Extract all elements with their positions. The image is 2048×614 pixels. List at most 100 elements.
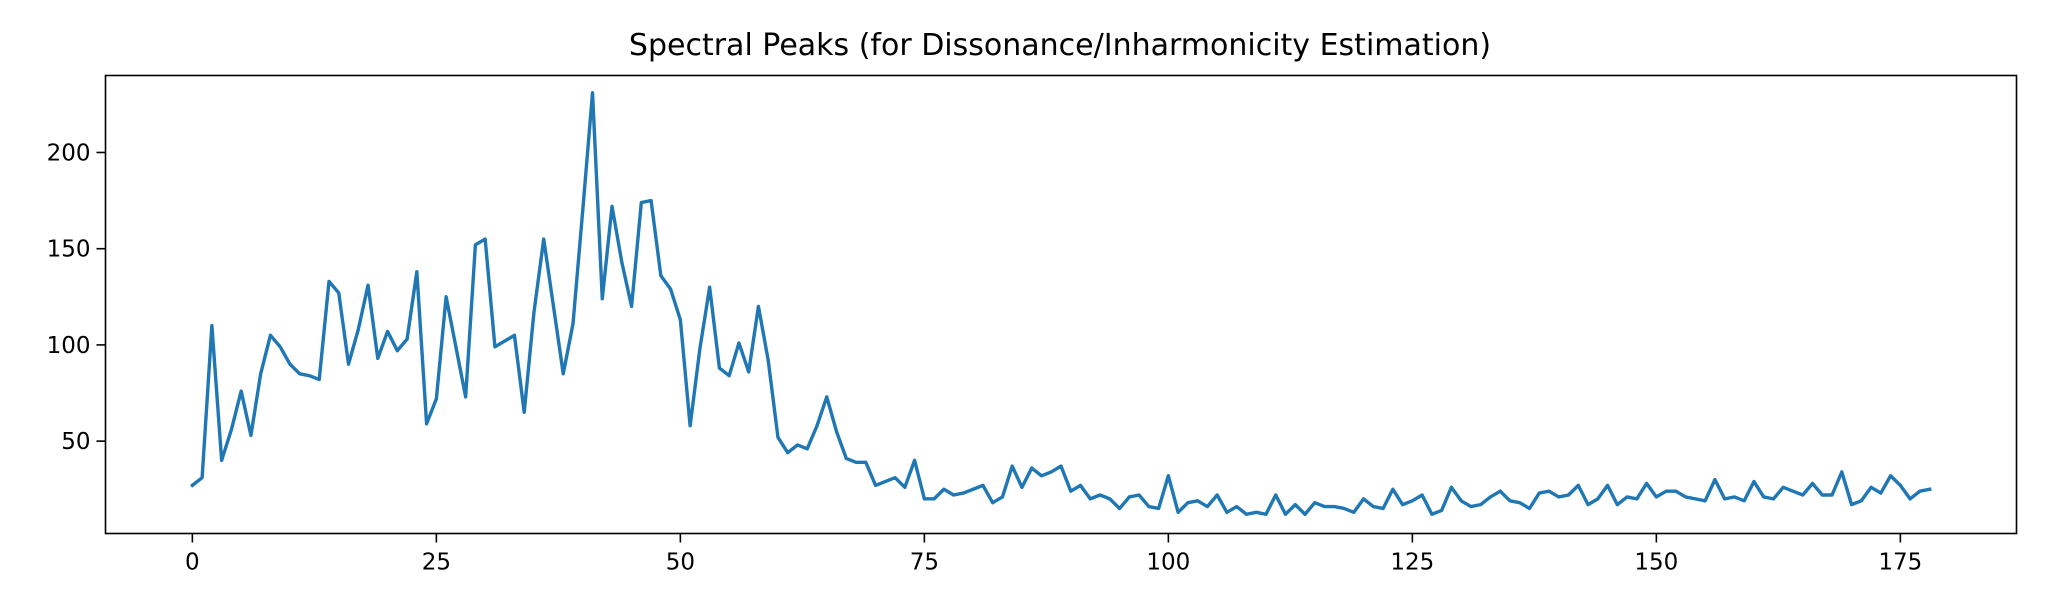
data-point xyxy=(347,362,351,366)
data-point xyxy=(1371,505,1375,509)
data-point xyxy=(1410,499,1414,503)
data-point xyxy=(1781,485,1785,489)
data-point xyxy=(1674,489,1678,493)
data-point xyxy=(1518,501,1522,505)
data-point xyxy=(1469,505,1473,509)
data-point xyxy=(1430,512,1434,516)
data-point xyxy=(1596,497,1600,501)
data-point xyxy=(1645,481,1649,485)
data-point xyxy=(942,487,946,491)
data-point xyxy=(1479,503,1483,507)
x-tick-label: 100 xyxy=(1146,550,1190,576)
data-point xyxy=(1205,505,1209,509)
data-point xyxy=(1791,489,1795,493)
data-point xyxy=(893,476,897,480)
data-point xyxy=(483,237,487,241)
data-point xyxy=(229,428,233,432)
x-tick-label: 75 xyxy=(910,550,939,576)
data-point xyxy=(600,297,604,301)
data-point xyxy=(747,370,751,374)
data-point xyxy=(678,318,682,322)
data-point xyxy=(620,260,624,264)
data-point xyxy=(1079,483,1083,487)
data-point xyxy=(1869,485,1873,489)
data-point xyxy=(200,476,204,480)
data-point xyxy=(630,304,634,308)
data-point xyxy=(1166,474,1170,478)
data-point xyxy=(1459,499,1463,503)
x-tick-label: 125 xyxy=(1390,550,1434,576)
data-point xyxy=(825,395,829,399)
data-point xyxy=(473,243,477,247)
data-point xyxy=(1420,493,1424,497)
data-point xyxy=(317,378,321,382)
data-point xyxy=(425,422,429,426)
data-point xyxy=(649,199,653,203)
data-point xyxy=(1332,505,1336,509)
data-point xyxy=(327,279,331,283)
data-point xyxy=(1820,493,1824,497)
y-tick-label: 100 xyxy=(47,333,91,359)
data-point xyxy=(1742,499,1746,503)
data-point xyxy=(1127,495,1131,499)
data-point xyxy=(551,304,555,308)
data-point xyxy=(1850,503,1854,507)
data-point xyxy=(307,374,311,378)
data-point xyxy=(571,322,575,326)
data-point xyxy=(239,389,243,393)
data-point xyxy=(1498,489,1502,493)
data-point xyxy=(1918,489,1922,493)
data-point xyxy=(756,304,760,308)
x-tick-label: 50 xyxy=(666,550,695,576)
data-point xyxy=(298,372,302,376)
data-point xyxy=(835,430,839,434)
data-point xyxy=(1362,497,1366,501)
data-point xyxy=(522,410,526,414)
data-point xyxy=(1147,505,1151,509)
data-point xyxy=(952,493,956,497)
data-point xyxy=(815,424,819,428)
data-point xyxy=(1264,512,1268,516)
data-point xyxy=(1703,499,1707,503)
data-point xyxy=(1889,474,1893,478)
data-point xyxy=(659,274,663,278)
data-point xyxy=(542,237,546,241)
data-point xyxy=(1235,505,1239,509)
data-point xyxy=(190,483,194,487)
data-point xyxy=(844,456,848,460)
data-point xyxy=(591,91,595,95)
data-point xyxy=(288,362,292,366)
data-point xyxy=(337,291,341,295)
data-point xyxy=(1254,510,1258,514)
y-axis: 50 100 150 200 xyxy=(47,140,106,455)
data-point xyxy=(1030,466,1034,470)
data-point xyxy=(1401,503,1405,507)
data-point xyxy=(532,310,536,314)
data-point xyxy=(268,333,272,337)
data-point xyxy=(1196,499,1200,503)
data-point xyxy=(786,451,790,455)
data-point xyxy=(1840,470,1844,474)
data-point xyxy=(1635,497,1639,501)
data-point xyxy=(220,458,224,462)
data-point xyxy=(512,333,516,337)
data-point xyxy=(1000,495,1004,499)
x-tick-label: 25 xyxy=(422,550,451,576)
data-point xyxy=(415,270,419,274)
data-point xyxy=(1283,512,1287,516)
data-point xyxy=(1664,489,1668,493)
data-point xyxy=(961,491,965,495)
x-tick-label: 175 xyxy=(1878,550,1922,576)
data-point xyxy=(503,339,507,343)
y-tick-label: 200 xyxy=(47,140,91,166)
data-point xyxy=(1381,506,1385,510)
data-point xyxy=(932,497,936,501)
data-point xyxy=(1576,483,1580,487)
data-point xyxy=(1908,497,1912,501)
data-point xyxy=(1537,491,1541,495)
data-point xyxy=(981,483,985,487)
data-point xyxy=(698,347,702,351)
data-point xyxy=(1615,503,1619,507)
x-axis: 0 25 50 75 100 125 150 175 xyxy=(185,533,1922,576)
data-point xyxy=(1547,489,1551,493)
